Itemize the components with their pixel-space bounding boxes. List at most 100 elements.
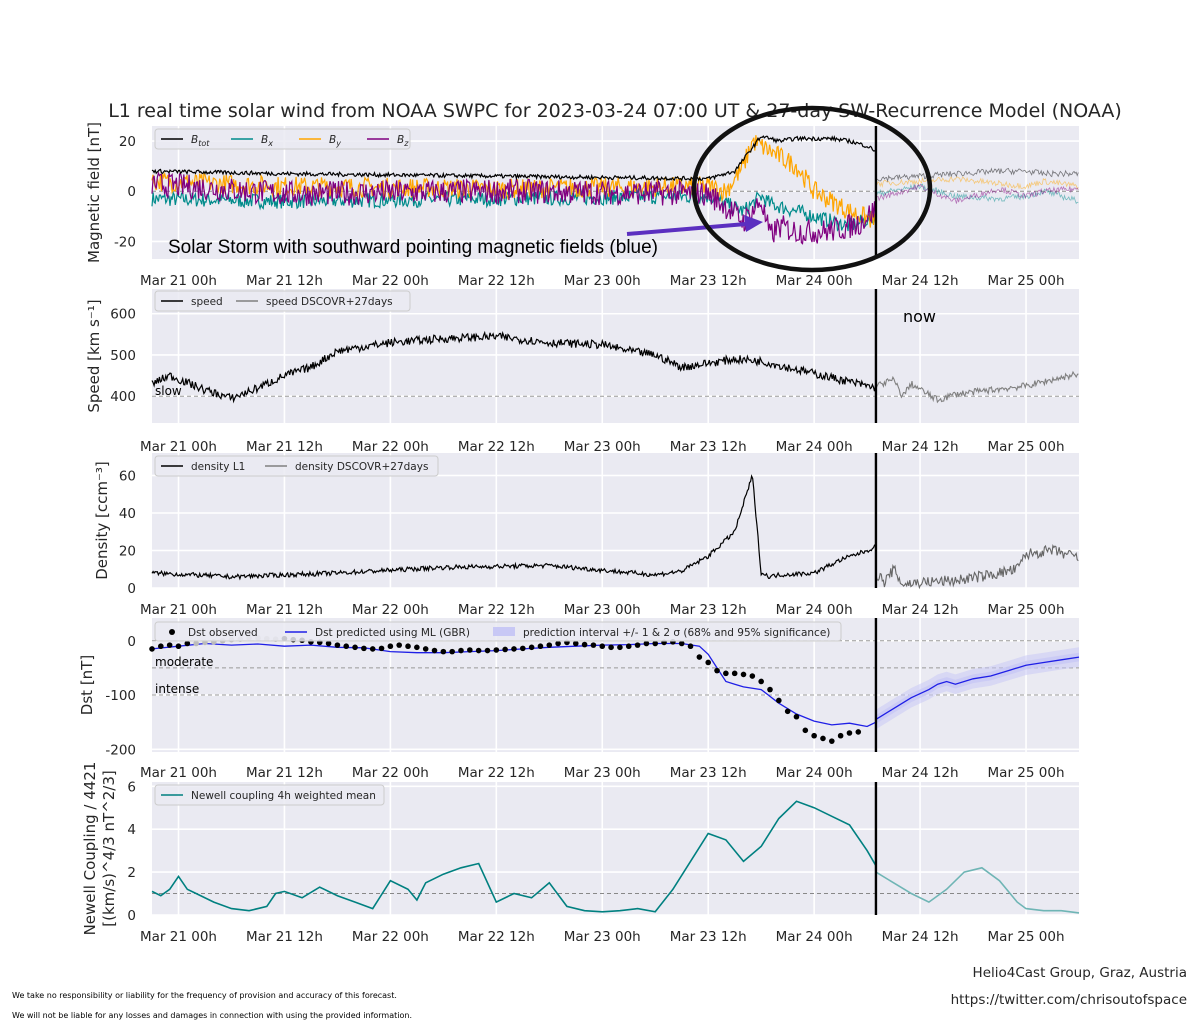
x-tick-label: Mar 24 12h [882, 765, 959, 781]
storm-highlight-ellipse [691, 105, 933, 273]
y-tick-label: 4 [127, 822, 136, 838]
legend-b-z-subscript: z [403, 139, 409, 148]
dst-observed-point [520, 645, 526, 652]
panel-density: 0 20 40 60 Mar 21 00h Mar 21 12h Mar 22 00h Mar… [93, 453, 1079, 618]
disclaimer-line-1: We take no responsibility or liability f… [12, 991, 397, 1000]
x-tick-label: Mar 24 00h [776, 929, 853, 945]
y-tick-label: 2 [127, 865, 136, 881]
x-tick-label: Mar 23 12h [670, 439, 747, 455]
dst-observed-point [811, 732, 817, 739]
x-tick-label: Mar 21 00h [140, 439, 217, 455]
legend-b-tot-subscript: tot [198, 139, 210, 148]
x-tick-label: Mar 22 00h [352, 273, 429, 289]
legend-box [154, 290, 411, 312]
x-tick-label: Mar 25 00h [988, 929, 1065, 945]
legend-prediction-interval-swatch [493, 627, 515, 636]
dst-observed-point [502, 646, 508, 653]
y-tick-label: 400 [110, 389, 136, 405]
dst-observed-point [608, 644, 614, 651]
x-tick-label: Mar 24 00h [776, 765, 853, 781]
dst-observed-point [749, 673, 756, 679]
x-tick-label: Mar 25 00h [988, 439, 1065, 455]
x-tick-label: Mar 23 12h [670, 929, 747, 945]
dst-observed-point [343, 643, 350, 650]
x-tick-label: Mar 24 00h [776, 273, 853, 289]
legend-density-recurrence-label: density DSCOVR+27days [295, 461, 428, 473]
dst-observed-point [325, 640, 332, 647]
dst-observed-point [387, 643, 394, 650]
y-axis-label: Speed [km s⁻¹] [85, 299, 103, 412]
y-axis-label-line-1: Newell Coupling / 4421 [81, 762, 99, 936]
y-axis-label: Newell Coupling / 4421[(km/s)^4/3 nT^2/3… [81, 762, 118, 936]
x-tick-label: Mar 22 00h [352, 439, 429, 455]
now-label: now [903, 307, 936, 326]
dst-observed-point [493, 647, 500, 653]
y-axis-label: Dst [nT] [78, 655, 96, 715]
x-tick-label: Mar 24 12h [882, 273, 959, 289]
dst-level-intense: intense [155, 682, 199, 696]
y-tick-label: 60 [119, 469, 136, 485]
dst-observed-point [855, 729, 862, 735]
legend-b-x-subscript: x [267, 139, 273, 148]
dst-observed-point [149, 646, 155, 652]
x-tick-label: Mar 22 12h [458, 439, 535, 455]
y-tick-label: 500 [110, 348, 136, 364]
y-tick-label: 6 [127, 779, 136, 795]
disclaimer-line-2: We will not be liable for any losses and… [12, 1011, 412, 1020]
dst-observed-point [511, 646, 517, 652]
storm-annotation-text: Solar Storm with southward pointing magn… [168, 237, 658, 258]
dst-observed-point [793, 713, 800, 720]
x-tick-label: Mar 23 00h [564, 929, 641, 945]
x-tick-label: Mar 23 00h [564, 273, 641, 289]
x-tick-label: Mar 23 00h [564, 765, 641, 781]
dst-observed-point [740, 671, 747, 678]
y-tick-label: 20 [119, 134, 136, 150]
x-tick-label: Mar 24 12h [882, 439, 959, 455]
x-tick-label: Mar 24 00h [776, 602, 853, 618]
dst-observed-point [599, 643, 606, 650]
x-tick-label: Mar 25 00h [988, 273, 1065, 289]
series-newell-recurrence [875, 866, 1080, 914]
series-dst-forecast [875, 656, 1080, 720]
x-tick-label: Mar 21 12h [246, 273, 323, 289]
dst-observed-point [617, 644, 623, 651]
y-tick-label: 40 [119, 506, 136, 522]
y-tick-label: 600 [110, 307, 136, 323]
dst-observed-point [643, 640, 650, 647]
dst-observed-point [193, 640, 199, 647]
x-tick-label: Mar 23 00h [564, 602, 641, 618]
x-tick-label: Mar 22 12h [458, 273, 535, 289]
dst-observed-point [784, 708, 791, 715]
slow-wind-label: slow [155, 384, 182, 398]
x-tick-label: Mar 25 00h [988, 602, 1065, 618]
x-tick-label: Mar 24 12h [882, 929, 959, 945]
legend-density-label: density L1 [191, 461, 245, 473]
credit-url[interactable]: https://twitter.com/chrisoutofspace [951, 992, 1187, 1008]
dst-observed-point [678, 640, 685, 647]
panel-magnetic-field: -20 0 20 Mar 21 00h Mar 21 12h Mar 22 00h Mar … [85, 105, 1079, 289]
legend-dst-observed-label: Dst observed [188, 627, 258, 639]
dst-observed-point [414, 644, 420, 651]
dst-observed-point [776, 697, 782, 704]
storm-arrow-head [744, 215, 763, 232]
dst-observed-point [687, 643, 694, 650]
dst-observed-point [555, 640, 561, 647]
x-tick-label: Mar 21 12h [246, 929, 323, 945]
y-tick-label: 0 [127, 908, 136, 924]
y-tick-label: 20 [119, 544, 136, 560]
x-tick-label: Mar 21 12h [246, 765, 323, 781]
series-speed-recurrence [875, 370, 1079, 404]
y-tick-label: -100 [105, 688, 136, 704]
x-tick-label: Mar 23 12h [670, 602, 747, 618]
series-b-tot-recurrence [875, 167, 1079, 183]
y-tick-label: 0 [127, 581, 136, 597]
dst-observed-point [758, 678, 764, 685]
dst-observed-point [652, 640, 659, 647]
legend-dst-observed-swatch [169, 629, 175, 635]
dst-observed-point [846, 730, 853, 736]
dst-observed-point [422, 646, 429, 652]
panel-speed: 400 500 600 Mar 21 00h Mar 21 12h Mar 22 00h M… [85, 289, 1079, 455]
